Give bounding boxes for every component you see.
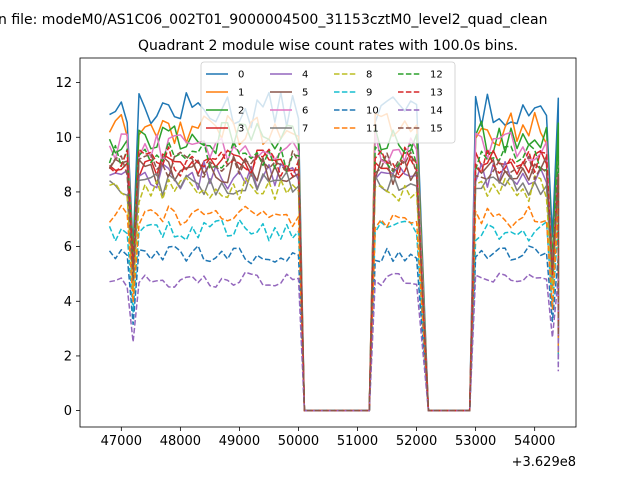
series-line-12 (108, 140, 560, 412)
legend-label-12: 12 (430, 70, 443, 81)
y-tick-label: 0 (64, 404, 72, 419)
legend-label-14: 14 (430, 106, 443, 117)
y-tick-label: 4 (64, 295, 72, 310)
x-tick-label: 53000 (455, 434, 496, 449)
x-tick-label: 49000 (219, 434, 260, 449)
series-line-10 (108, 245, 560, 412)
series-line-6 (108, 131, 560, 412)
x-tick-label: 47000 (101, 434, 142, 449)
legend-label-8: 8 (366, 70, 372, 81)
x-tick-label: 51000 (337, 434, 378, 449)
legend-label-15: 15 (430, 124, 443, 135)
y-axis: 0 2 4 6 8 10 12 (55, 76, 80, 419)
legend-label-5: 5 (302, 88, 308, 99)
series-line-11 (108, 204, 560, 412)
y-tick-label: 8 (64, 185, 72, 200)
y-tick-label: 2 (64, 349, 72, 364)
y-tick-label: 12 (55, 76, 72, 91)
x-tick-label: 52000 (396, 434, 437, 449)
x-tick-label: 48000 (160, 434, 201, 449)
y-tick-label: 6 (64, 240, 72, 255)
legend-box (200, 61, 456, 144)
legend-label-1: 1 (238, 88, 244, 99)
legend-label-6: 6 (302, 106, 308, 117)
legend-label-2: 2 (238, 106, 244, 117)
series-line-14 (109, 271, 560, 412)
series-line-13 (108, 146, 560, 412)
legend-label-13: 13 (430, 88, 443, 99)
x-axis-offset-label: +3.629e8 (512, 455, 576, 470)
legend-label-10: 10 (366, 106, 379, 117)
figure-suptitle: n file: modeM0/AS1C06_002T01_9000004500_… (0, 12, 547, 28)
plot-frame (79, 57, 577, 428)
legend-label-4: 4 (302, 70, 308, 81)
legend-label-9: 9 (366, 88, 372, 99)
series-line-15 (108, 150, 560, 412)
legend-label-7: 7 (302, 124, 308, 135)
y-tick-label: 10 (55, 131, 72, 146)
series-line-8 (109, 175, 560, 412)
legend-label-11: 11 (366, 124, 379, 135)
series-line-9 (108, 219, 560, 412)
x-tick-label: 54000 (514, 434, 555, 449)
legend-label-0: 0 (238, 70, 244, 81)
x-axis: 47000 48000 49000 50000 51000 52000 53000 54000 (101, 427, 555, 449)
legend-label-3: 3 (238, 124, 244, 135)
x-tick-label: 50000 (278, 434, 319, 449)
chart-title: Quadrant 2 module wise count rates with … (138, 38, 518, 54)
